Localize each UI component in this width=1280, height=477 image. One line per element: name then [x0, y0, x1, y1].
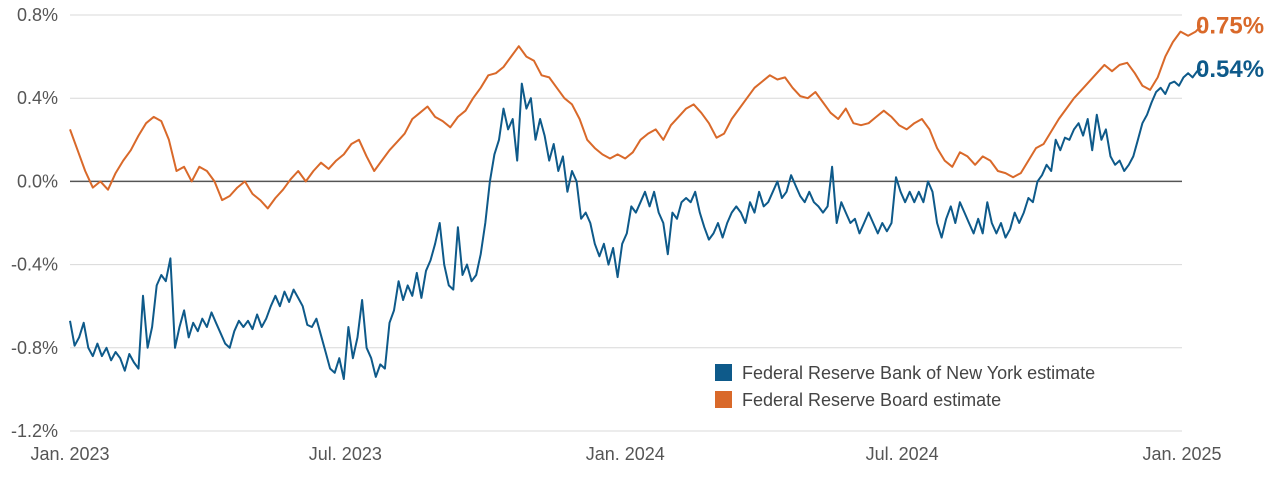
x-tick-label: Jul. 2023	[309, 444, 382, 464]
y-tick-label: -0.4%	[11, 255, 58, 275]
legend-swatch-nyfed	[715, 364, 732, 381]
y-tick-label: -1.2%	[11, 421, 58, 441]
end-labels: 0.75% 0.54%	[1196, 12, 1264, 83]
end-label-nyfed: 0.54%	[1196, 56, 1264, 83]
x-tick-label: Jan. 2024	[586, 444, 665, 464]
y-tick-label: -0.8%	[11, 338, 58, 358]
legend-label-board: Federal Reserve Board estimate	[742, 390, 1001, 410]
legend-label-nyfed: Federal Reserve Bank of New York estimat…	[742, 363, 1095, 383]
legend-item-board: Federal Reserve Board estimate	[715, 390, 1001, 410]
legend: Federal Reserve Bank of New York estimat…	[715, 363, 1095, 410]
legend-item-nyfed: Federal Reserve Bank of New York estimat…	[715, 363, 1095, 383]
gridlines	[70, 14, 1182, 432]
x-tick-label: Jul. 2024	[866, 444, 939, 464]
end-label-board: 0.75%	[1196, 12, 1264, 39]
legend-swatch-board	[715, 391, 732, 408]
series-line-board	[69, 24, 1203, 210]
series-lines	[69, 24, 1203, 380]
y-tick-label: 0.0%	[17, 171, 58, 191]
y-tick-label: 0.4%	[17, 88, 58, 108]
x-tick-label: Jan. 2023	[30, 444, 109, 464]
x-tick-label: Jan. 2025	[1142, 444, 1221, 464]
x-axis-tick-labels: Jan. 2023 Jul. 2023 Jan. 2024 Jul. 2024 Jan.…	[30, 444, 1221, 464]
y-axis-tick-labels: 0.8% 0.4% 0.0% -0.4% -0.8% -1.2%	[11, 5, 58, 441]
y-tick-label: 0.8%	[17, 5, 58, 25]
series-line-nyfed	[69, 68, 1203, 380]
